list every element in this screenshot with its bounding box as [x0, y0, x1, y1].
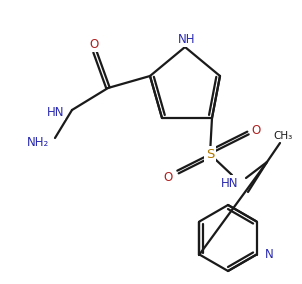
Text: NH: NH	[178, 32, 196, 45]
Text: O: O	[251, 124, 261, 137]
Text: HN: HN	[47, 105, 64, 118]
Text: N: N	[265, 248, 273, 261]
Text: CH₃: CH₃	[273, 131, 293, 141]
Text: HN: HN	[221, 176, 239, 189]
Text: O: O	[163, 170, 173, 183]
Text: O: O	[89, 37, 99, 51]
Text: NH₂: NH₂	[27, 135, 49, 149]
Text: S: S	[206, 147, 214, 160]
